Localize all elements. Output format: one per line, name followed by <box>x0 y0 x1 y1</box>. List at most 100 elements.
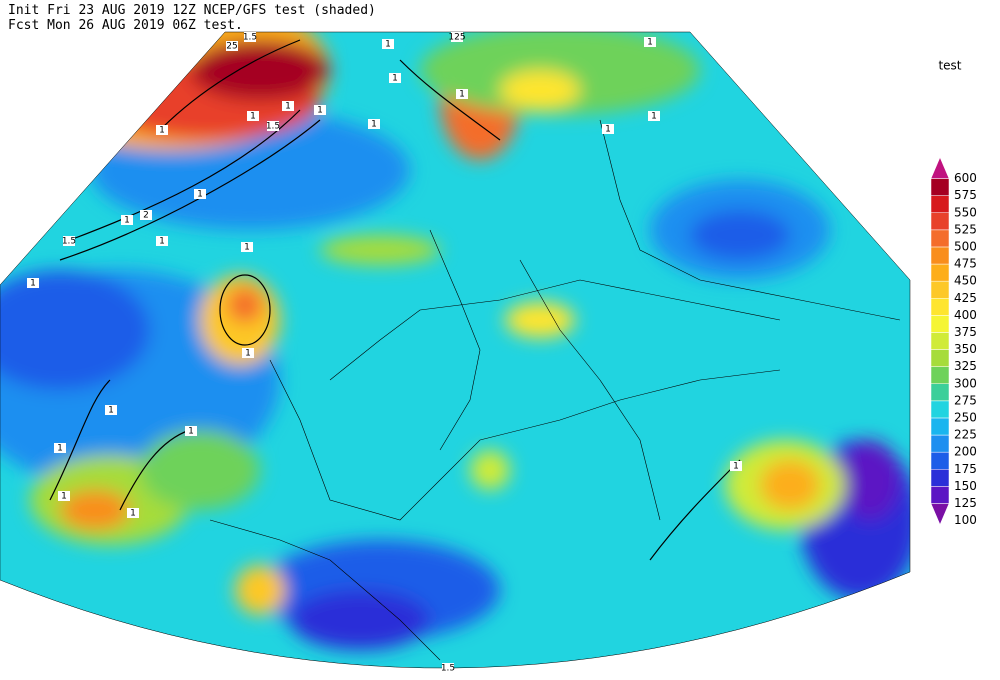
contour-label-bg <box>456 89 468 99</box>
colorbar: 100 125 150 175 200 225 250 275 300 325 350 375 400 4… <box>930 156 977 527</box>
contour-label: 1 <box>159 126 165 136</box>
colorbar-box <box>930 400 950 419</box>
contour-label-bg <box>58 491 70 501</box>
colorbar-box <box>930 417 950 436</box>
colorbar-box <box>930 366 950 384</box>
colorbar-label: 375 <box>954 325 977 339</box>
colorbar-box <box>930 178 950 196</box>
contour-label-bg <box>267 121 279 131</box>
contour-label-bg <box>27 278 39 288</box>
contour-label: 1 <box>245 349 251 359</box>
colorbar-label: 425 <box>954 291 977 305</box>
colorbar-box <box>930 195 950 213</box>
colorbar-label: 450 <box>954 274 977 288</box>
contour-label: 1 <box>317 106 323 116</box>
colorbar-box <box>930 486 950 504</box>
country-borders <box>209 119 901 661</box>
contour-label-bg <box>242 348 254 358</box>
colorbar-label: 400 <box>954 308 977 322</box>
contour-label: 1 <box>371 120 377 130</box>
colorbar-label: 225 <box>954 428 977 442</box>
contour-label: 1 <box>244 243 250 253</box>
contour-label-bg <box>282 101 294 111</box>
contour-label-bg <box>226 41 238 51</box>
colorbar-label: 250 <box>954 410 977 424</box>
contour-label-bg <box>105 405 117 415</box>
contour-label-bg <box>127 508 139 518</box>
contour-label: 1 <box>285 102 291 112</box>
colorbar-label: 475 <box>954 257 977 271</box>
contour-label: 1 <box>459 90 465 100</box>
colorbar-label: 500 <box>954 239 977 253</box>
contour-label: 1 <box>197 190 203 200</box>
colorbar-box <box>930 349 950 367</box>
contour-label: 1 <box>124 216 130 226</box>
contour-label: 1 <box>30 279 36 289</box>
colorbar-label: 100 <box>954 513 977 527</box>
contour-label-bg <box>185 426 197 436</box>
colorbar-label: 300 <box>954 376 977 390</box>
contour-label: 1.5 <box>243 33 257 43</box>
contour-label-bg <box>368 119 380 129</box>
contour-label: 1 <box>130 509 136 519</box>
colorbar-label: 275 <box>954 393 977 407</box>
colorbar-box <box>930 469 950 487</box>
colorbar-box <box>930 263 950 282</box>
contour-label: 125 <box>448 33 465 43</box>
contour-label-bg <box>121 215 133 225</box>
contour-label: 1 <box>392 74 398 84</box>
contour-label: 25 <box>226 42 237 52</box>
colorbar-label: 175 <box>954 462 977 476</box>
contour-label-bg <box>382 39 394 49</box>
map-frame <box>0 31 911 669</box>
colorbar-box <box>930 451 950 470</box>
contour-label-bg <box>241 242 253 252</box>
contour-label-bg <box>451 32 463 42</box>
contour-label-bg <box>644 37 656 47</box>
contour-label-bg <box>314 105 326 115</box>
contour-label-bg <box>389 73 401 83</box>
contour-label: 1.5 <box>441 664 455 674</box>
header-line2: Fcst Mon 26 AUG 2019 06Z test. <box>8 18 243 33</box>
header-line1: Init Fri 23 AUG 2019 12Z NCEP/GFS test (… <box>8 3 376 18</box>
contour-label: 2 <box>143 211 149 221</box>
contour-labels: 1.5 25 125 1 1 1 1 1 1.5 1 1 1 2 1.5 1 1 1 1 1 1 1 1 1 1 1 1 1 1 1 1.… <box>27 32 742 674</box>
contour-label: 1 <box>250 112 256 122</box>
colorbar-label: 350 <box>954 342 977 356</box>
colorbar-box <box>930 246 950 265</box>
contour-label-bg <box>602 124 614 134</box>
contour-label-bg <box>244 32 256 42</box>
colorbar-label: 575 <box>954 188 977 202</box>
colorbar-box <box>930 298 950 316</box>
contour-label-bg <box>442 663 454 673</box>
colorbar-label: 550 <box>954 205 977 219</box>
colorbar-box <box>930 315 950 333</box>
contour-label: 1 <box>108 406 114 416</box>
contour-label: 1 <box>159 237 165 247</box>
colorbar-label: 150 <box>954 479 977 493</box>
contour-label-bg <box>54 443 66 453</box>
contour-label-bg <box>247 111 259 121</box>
legend-title: test <box>938 59 961 73</box>
contour-label: 1 <box>57 444 63 454</box>
colorbar-box <box>930 332 950 350</box>
colorbar-label: 125 <box>954 496 977 510</box>
shaded-field <box>0 32 910 669</box>
contour-label: 1 <box>733 462 739 472</box>
contour-label: 1.5 <box>62 237 76 247</box>
contour-label: 1 <box>188 427 194 437</box>
colorbar-arrow <box>930 503 950 526</box>
contour-label-bg <box>156 125 168 135</box>
contour-label: 1 <box>647 38 653 48</box>
contour-label-bg <box>156 236 168 246</box>
colorbar-label: 325 <box>954 359 977 373</box>
contour-label-bg <box>730 461 742 471</box>
colorbar-label: 525 <box>954 222 977 236</box>
colorbar-box <box>930 383 950 402</box>
contour-label-bg <box>194 189 206 199</box>
contour-label-bg <box>63 236 75 246</box>
contour-label: 1 <box>605 125 611 135</box>
contour-label-bg <box>140 210 152 220</box>
contour-label: 1 <box>385 40 391 50</box>
